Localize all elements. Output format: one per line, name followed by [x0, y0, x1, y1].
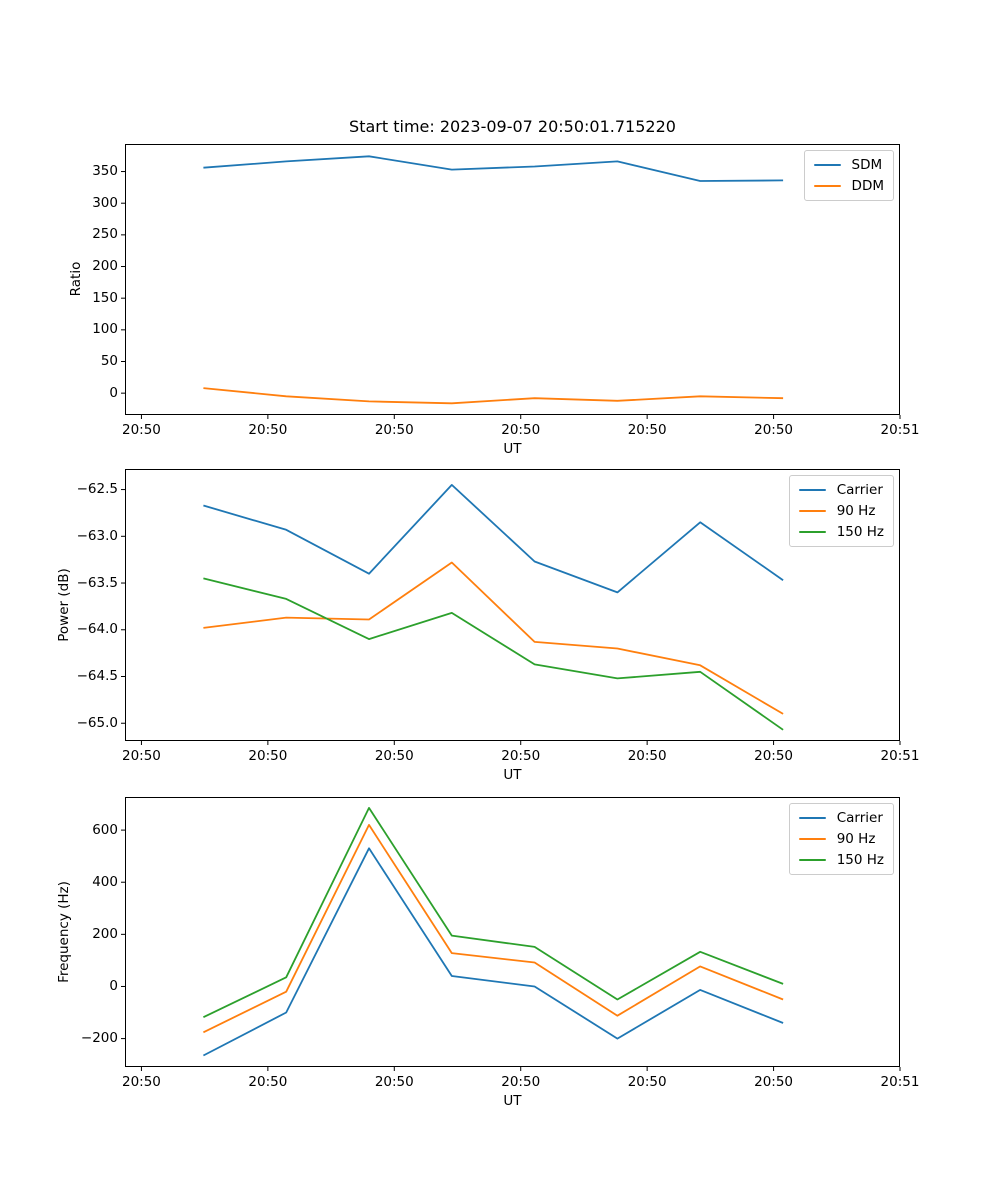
y-tick-label: 0 [109, 384, 118, 401]
legend-item: Carrier [798, 809, 884, 827]
y-tick-label: 50 [100, 352, 118, 369]
x-tick-label: 20:50 [627, 422, 667, 438]
x-tick-label: 20:50 [248, 422, 288, 438]
x-tick-label: 20:50 [501, 422, 541, 438]
x-tick-label: 20:50 [248, 1074, 288, 1090]
series-line-carrier [203, 483, 784, 594]
y-tick-label: −200 [80, 1030, 118, 1047]
plot-area [121, 469, 901, 745]
x-tick-label: 20:50 [501, 1074, 541, 1090]
legend-line-swatch-carrier [798, 488, 826, 492]
axes-frequency: 20:50 20:50 20:50 20:50 20:50 20:50 20:51 −200 0… [81, 797, 919, 1090]
x-tick-label: 20:50 [248, 748, 288, 764]
axes-ratio: 20:50 20:50 20:50 20:50 20:50 20:50 20:51 0 50 10… [92, 144, 919, 438]
legend-item: SDM [813, 156, 884, 174]
legend-label: DDM [851, 178, 884, 194]
x-tick-label: 20:50 [121, 422, 161, 438]
axes-spines [125, 469, 900, 741]
y-tick-label: 350 [92, 163, 118, 180]
series-line-sdm [203, 155, 784, 182]
y-tick-label: 400 [92, 873, 118, 890]
legend-line-swatch-150-hz [798, 858, 826, 862]
legend-line-swatch-sdm [813, 163, 841, 167]
legend-line-swatch-90-hz [798, 837, 826, 841]
y-tick-label: 0 [109, 977, 118, 994]
y-tick-label: −65.0 [76, 714, 118, 731]
legend-item: 150 Hz [798, 851, 884, 869]
x-tick-label: 20:50 [374, 422, 414, 438]
y-tick-label: −62.5 [76, 481, 118, 498]
legend-item: 90 Hz [798, 502, 884, 520]
plot-area [121, 144, 901, 419]
legend-label: 90 Hz [836, 503, 876, 519]
x-tick-label: 20:51 [880, 1074, 920, 1090]
legend-line-swatch-ddm [813, 184, 841, 188]
y-tick-label: −63.0 [76, 527, 118, 544]
y-tick-label: 600 [92, 821, 118, 838]
legend-line-swatch-90-hz [798, 509, 826, 513]
x-tick-label: 20:51 [880, 422, 920, 438]
legend-item: Carrier [798, 481, 884, 499]
x-tick-label: 20:50 [754, 748, 794, 764]
legend-item: 90 Hz [798, 830, 884, 848]
x-axis-label-ut-3: UT [503, 1093, 522, 1109]
x-tick-label: 20:50 [374, 748, 414, 764]
series-line-ddm [203, 387, 784, 405]
x-tick-label: 20:50 [374, 1074, 414, 1090]
x-tick-label: 20:50 [121, 1074, 161, 1090]
y-tick-label: −64.5 [76, 668, 118, 684]
series-line-carrier [202, 847, 784, 1057]
series-line-90-hz [203, 561, 784, 715]
x-tick-label: 20:51 [880, 748, 920, 764]
legend-label: Carrier [836, 482, 883, 498]
chart-title: Start time: 2023-09-07 20:50:01.715220 [349, 117, 676, 136]
y-tick-label: −64.0 [76, 621, 118, 638]
plot-area [121, 797, 901, 1071]
y-tick-label: 150 [92, 289, 118, 306]
x-tick-label: 20:50 [627, 748, 667, 764]
y-tick-label: −63.5 [76, 574, 118, 591]
series-line-90-hz [203, 823, 784, 1034]
x-tick-label: 20:50 [754, 422, 794, 438]
y-tick-label: 200 [92, 258, 118, 275]
legend-item: DDM [813, 177, 884, 195]
legend: SDM DDM [803, 150, 894, 201]
series-line-150-hz [203, 806, 784, 1019]
axes-power: 20:50 20:50 20:50 20:50 20:50 20:50 20:51 −62.5… [77, 469, 919, 764]
axes-spines [125, 797, 900, 1067]
x-tick-label: 20:50 [627, 1074, 667, 1090]
legend-label: 150 Hz [836, 524, 884, 540]
legend-label: SDM [851, 157, 883, 173]
y-tick-label: 300 [92, 194, 118, 211]
legend-line-swatch-carrier [798, 816, 826, 820]
axes-spines [125, 144, 900, 415]
legend: Carrier 90 Hz 150 Hz [788, 803, 894, 875]
legend-label: 150 Hz [836, 852, 884, 868]
x-tick-label: 20:50 [501, 748, 541, 764]
series-line-150-hz [203, 577, 784, 731]
x-axis-label-ut-1: UT [503, 441, 522, 457]
legend-line-swatch-150-hz [798, 530, 826, 534]
x-axis-label-ut-2: UT [503, 767, 522, 783]
y-tick-label: 250 [92, 226, 118, 243]
y-tick-label: 100 [92, 321, 118, 338]
legend: Carrier 90 Hz 150 Hz [788, 475, 894, 547]
legend-label: 90 Hz [836, 831, 876, 847]
y-tick-label: 200 [92, 925, 118, 942]
x-tick-label: 20:50 [121, 748, 161, 764]
legend-item: 150 Hz [798, 523, 884, 541]
x-tick-label: 20:50 [754, 1074, 794, 1090]
legend-label: Carrier [836, 810, 883, 826]
